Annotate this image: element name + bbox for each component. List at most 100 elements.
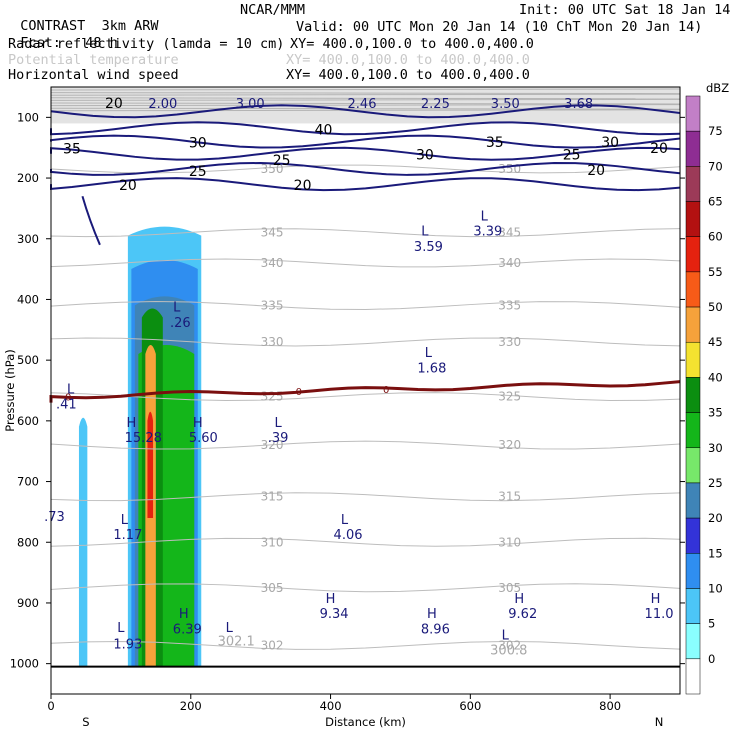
theta-contour — [50, 537, 681, 547]
project-name: CONTRAST — [20, 18, 86, 34]
y-tick-label: 1000 — [10, 657, 39, 671]
theta-contour-label: 330 — [261, 335, 284, 349]
annotation: L — [67, 383, 75, 398]
field-wind-xy: XY= 400.0,100.0 to 400.0,400.0 — [286, 67, 530, 83]
annotation: 15.28 — [125, 431, 162, 446]
x-axis-label: Distance (km) — [325, 715, 406, 729]
annotation: .41 — [56, 398, 77, 413]
colorbar-label: 45 — [708, 335, 723, 349]
theta-contour-label: 345 — [498, 226, 521, 240]
colorbar-swatch — [685, 95, 701, 132]
annotation: 2.25 — [421, 97, 450, 112]
annotation: L — [421, 225, 429, 240]
x-end-label-left: S — [82, 715, 89, 729]
colorbar-label: 65 — [708, 195, 723, 209]
colorbar-label: 10 — [708, 581, 723, 595]
field-wind: Horizontal wind speed — [8, 67, 179, 83]
colorbar-swatch — [685, 482, 701, 519]
annotation: H — [193, 416, 203, 431]
wind-contour-label: 35 — [486, 135, 504, 151]
theta-contour-label: 310 — [498, 535, 521, 549]
annotation: L — [502, 628, 510, 643]
colorbar-label: 75 — [708, 124, 723, 138]
colorbar-label: 25 — [708, 476, 723, 490]
colorbar-swatch — [685, 377, 701, 413]
annotation: H — [126, 416, 136, 431]
annotation: L — [341, 513, 349, 528]
fcst-label: Fcst: — [20, 35, 61, 51]
wind-contour-label: 35 — [63, 142, 81, 158]
colorbar-swatch — [685, 588, 701, 624]
freezing-level-label: 0 — [296, 387, 302, 398]
annotation: L — [425, 346, 433, 361]
x-tick-label: 400 — [320, 699, 342, 713]
field-theta: Potential temperature — [8, 52, 179, 68]
annotation: L — [275, 416, 283, 431]
colorbar-swatch — [685, 412, 701, 449]
theta-contour-label: 335 — [498, 299, 521, 313]
wind-contour — [50, 104, 681, 119]
theta-contour-label: 310 — [261, 535, 284, 549]
annotation: 9.62 — [508, 607, 537, 622]
y-tick-label: 400 — [17, 292, 39, 306]
theta-contour-label: 305 — [498, 581, 521, 595]
annotation: 6.39 — [173, 622, 202, 637]
wind-contour — [50, 177, 681, 192]
wind-contour — [50, 134, 681, 149]
annotation: 3.00 — [236, 97, 265, 112]
theta-contour-label: 325 — [498, 390, 521, 404]
colorbar-label: 40 — [708, 370, 723, 384]
annotation: 4.06 — [334, 528, 363, 543]
colorbar-swatch — [685, 166, 701, 202]
annotation: L — [481, 210, 489, 225]
theta-contour-label: 315 — [498, 490, 521, 504]
annotation: 1.17 — [113, 528, 142, 543]
wind-contour — [81, 195, 101, 246]
wind-contour-label: 20 — [105, 96, 123, 112]
theta-contour-label: 302 — [498, 638, 521, 652]
field-theta-xy: XY= 400.0,100.0 to 400.0,400.0 — [286, 52, 530, 68]
reflectivity-column — [147, 411, 154, 518]
annotation: 3.68 — [564, 97, 593, 112]
annotation: 1.93 — [113, 637, 142, 652]
wind-contour-label: 25 — [563, 148, 581, 164]
colorbar-swatch — [685, 130, 701, 167]
wind-contour-label: 25 — [189, 164, 207, 180]
theta-line-upper — [50, 88, 681, 91]
theta-contour-label: 325 — [261, 390, 284, 404]
wind-contour — [50, 121, 681, 136]
theta-contour — [50, 337, 681, 347]
annotation: 302.1 — [218, 634, 255, 649]
colorbar-label: 55 — [708, 265, 723, 279]
annotation: .26 — [170, 316, 191, 331]
annotation: L — [173, 301, 181, 316]
annotation: .39 — [268, 431, 289, 446]
reflectivity-column — [78, 417, 88, 667]
annotation: 1.68 — [417, 361, 446, 376]
theta-line-upper — [50, 92, 681, 95]
center-name: NCAR/MMM — [240, 2, 306, 18]
x-tick-label: 800 — [599, 699, 621, 713]
theta-contour-label: 305 — [261, 581, 284, 595]
colorbar-swatch — [685, 271, 701, 308]
x-tick-label: 600 — [459, 699, 481, 713]
colorbar-label: 35 — [708, 406, 723, 420]
colorbar-swatch — [685, 201, 701, 237]
y-tick-label: 600 — [17, 414, 39, 428]
wind-contour-label: 30 — [189, 135, 207, 151]
annotation: 9.34 — [320, 607, 349, 622]
wind-contour — [50, 146, 681, 161]
plot-frame — [50, 86, 681, 695]
init-time: Init: 00 UTC Sat 18 Jan 14 — [519, 2, 731, 18]
colorbar-swatch — [685, 236, 701, 273]
wind-contour-label: 40 — [315, 123, 333, 139]
annotation: H — [514, 592, 524, 607]
theta-contour-label: 315 — [261, 490, 284, 504]
theta-contour-label: 302 — [261, 638, 284, 652]
annotation: H — [179, 607, 189, 622]
theta-contour — [50, 440, 681, 450]
theta-line-upper — [50, 109, 681, 112]
field-reflectivity: Radar reflectivity (lamda = 10 cm) — [8, 36, 285, 52]
y-tick-label: 800 — [17, 535, 39, 549]
annotation: L — [226, 621, 234, 636]
